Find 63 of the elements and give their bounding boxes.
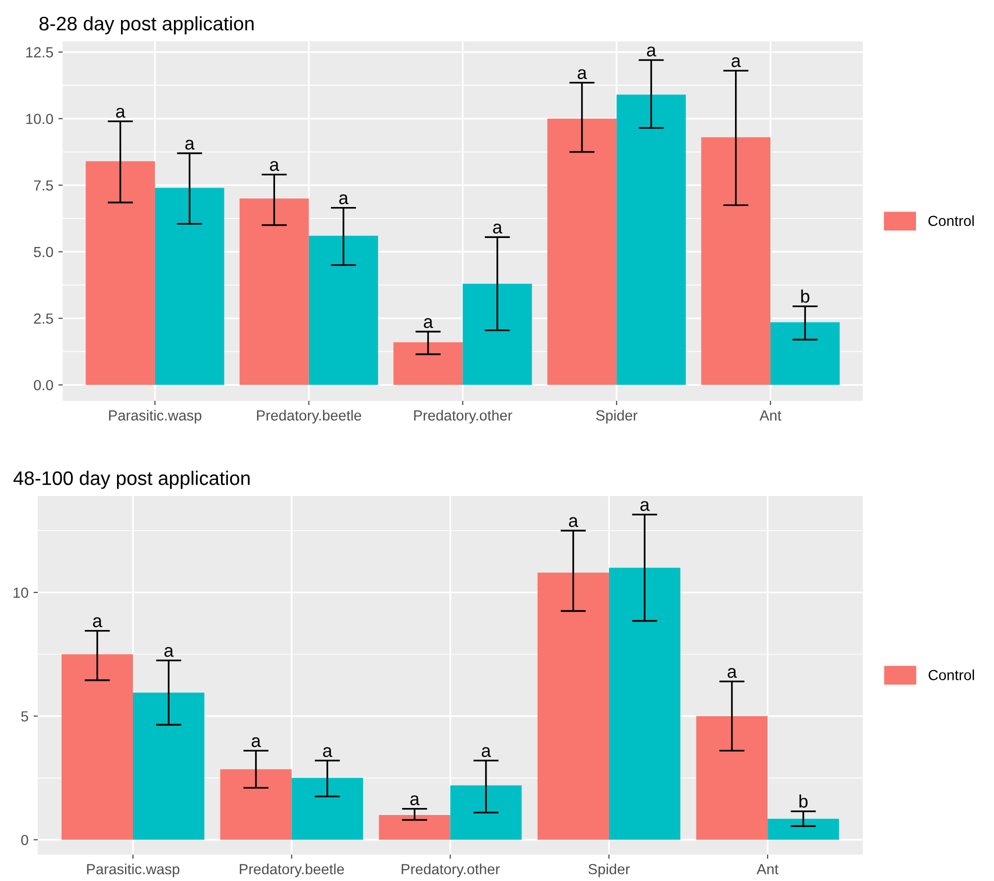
- y-tick-label: 5: [21, 711, 28, 722]
- annotation: b: [801, 290, 810, 303]
- annotation: a: [185, 140, 195, 150]
- bar: [240, 198, 309, 385]
- annotation: a: [728, 668, 737, 678]
- bar: [220, 769, 292, 840]
- annotation: a: [493, 224, 502, 234]
- annotation: a: [578, 69, 587, 80]
- x-tick-label: Parasitic.wasp: [109, 410, 202, 424]
- annotation: a: [323, 747, 332, 758]
- bar: [768, 818, 839, 840]
- annotation: a: [116, 108, 126, 118]
- x-tick-label: Spider: [588, 864, 630, 878]
- x-tick-label: Predatory.other: [402, 864, 500, 878]
- y-tick-label: 12.5: [26, 47, 53, 58]
- x-tick-label: Ant: [756, 864, 778, 874]
- x-tick-label: Parasitic.wasp: [87, 864, 180, 878]
- y-tick-label: 7.5: [34, 180, 53, 191]
- annotation: a: [482, 747, 491, 758]
- bar: [547, 118, 617, 385]
- bar: [393, 342, 463, 385]
- bar: [538, 572, 609, 840]
- bar: [616, 94, 686, 385]
- legend-label: Control: [928, 669, 974, 680]
- x-tick-label: Predatory.beetle: [257, 410, 362, 424]
- annotation: a: [164, 646, 174, 657]
- y-tick-label: 5.0: [34, 246, 54, 258]
- y-tick-label: 10.0: [26, 114, 54, 124]
- bar: [86, 161, 155, 385]
- annotation: a: [410, 795, 420, 806]
- annotation: a: [252, 737, 261, 748]
- annotation: a: [646, 46, 656, 56]
- bar: [308, 236, 378, 385]
- x-tick-label: Spider: [596, 410, 638, 424]
- bar: [378, 815, 450, 840]
- y-tick-label: 10: [14, 588, 28, 598]
- legend-label: Control: [928, 215, 974, 226]
- annotation: a: [568, 517, 578, 528]
- annotation: a: [270, 161, 280, 171]
- bar: [608, 568, 680, 840]
- bar: [132, 692, 204, 840]
- chart-title: 8-28 day post application: [39, 16, 254, 34]
- bar: [450, 785, 522, 840]
- annotation: b: [799, 794, 808, 808]
- annotation: a: [339, 194, 348, 204]
- x-tick-label: Predatory.beetle: [240, 864, 344, 878]
- bar: [770, 322, 840, 385]
- bar: [701, 137, 770, 385]
- annotation: a: [424, 318, 434, 328]
- x-tick-label: Predatory.other: [414, 410, 512, 424]
- bar: [154, 188, 224, 385]
- bar: [62, 654, 133, 840]
- bar: [292, 778, 364, 840]
- x-tick-label: Ant: [760, 410, 782, 421]
- bar: [462, 284, 532, 385]
- chart-title: 48-100 day post application: [13, 470, 250, 489]
- y-tick-label: 0.0: [34, 380, 54, 390]
- annotation: a: [732, 57, 741, 68]
- bar: [696, 716, 768, 840]
- y-tick-label: 2.5: [34, 313, 53, 324]
- annotation: a: [93, 617, 102, 628]
- annotation: a: [640, 501, 650, 511]
- y-tick-label: 0: [21, 834, 28, 846]
